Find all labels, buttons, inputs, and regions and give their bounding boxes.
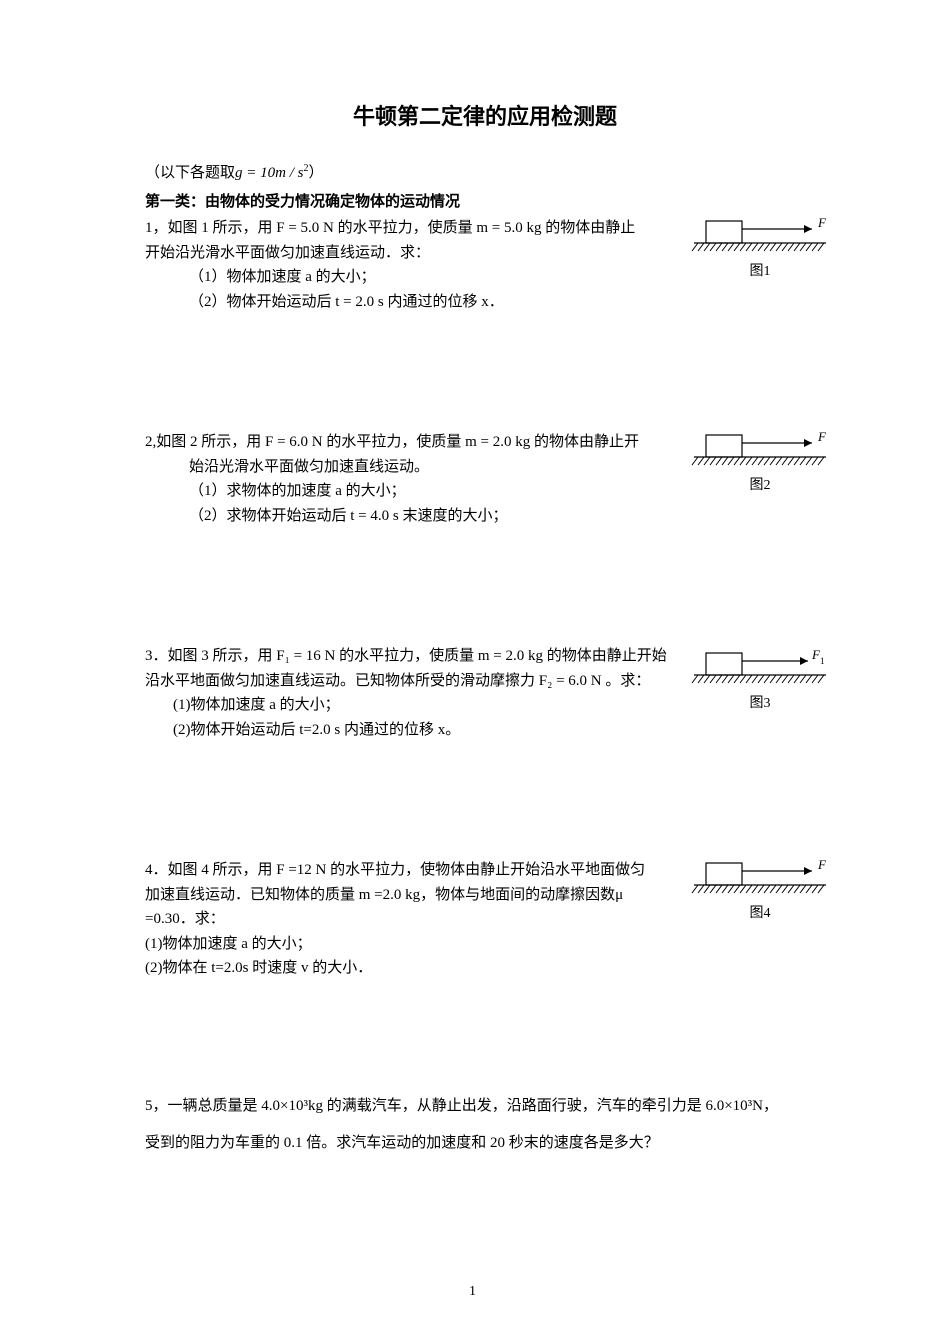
p4-line2: 加速直线运动．已知物体的质量 m =2.0 kg，物体与地面间的动摩擦因数μ xyxy=(145,884,685,907)
p4-line3: =0.30．求： xyxy=(145,908,685,931)
p3-sub2: (2)物体开始运动后 t=2.0 s 内通过的位移 x。 xyxy=(145,719,705,742)
p3-line1: 3．如图 3 所示，用 F₁ = 16 N 的水平拉力，使质量 m = 2.0 … xyxy=(145,645,705,668)
fig3-force-sub: 1 xyxy=(820,656,825,666)
note-line: （以下各题取g = 10m / s2） xyxy=(145,161,825,185)
p1-line2: 开始沿光滑水平面做匀加速直线运动．求： xyxy=(145,242,685,265)
problem-3: 3．如图 3 所示，用 F₁ = 16 N 的水平拉力，使质量 m = 2.0 … xyxy=(145,645,825,741)
note-g: g = 10m / s xyxy=(235,165,303,181)
fig1-caption: 图1 xyxy=(685,261,835,282)
fig2-force-label: F xyxy=(817,431,827,444)
figure-1: F 图1 xyxy=(685,217,835,282)
problem-2: 2,如图 2 所示，用 F = 6.0 N 的水平拉力，使质量 m = 2.0 … xyxy=(145,431,825,527)
p1-line1: 1，如图 1 所示，用 F = 5.0 N 的水平拉力，使质量 m = 5.0 … xyxy=(145,217,685,240)
section-heading-1: 第一类：由物体的受力情况确定物体的运动情况 xyxy=(145,191,825,214)
problem-4: 4．如图 4 所示，用 F =12 N 的水平拉力，使物体由静止开始沿水平地面做… xyxy=(145,859,825,980)
fig4-caption: 图4 xyxy=(685,903,835,924)
p5-line1: 5，一辆总质量是 4.0×10³kg 的满载汽车，从静止出发，沿路面行驶，汽车的… xyxy=(145,1095,825,1118)
note-suffix: ） xyxy=(308,165,323,181)
page-title: 牛顿第二定律的应用检测题 xyxy=(145,100,825,133)
p1-sub1: （1）物体加速度 a 的大小； xyxy=(145,266,685,289)
p2-sub1: （1）求物体的加速度 a 的大小； xyxy=(145,480,685,503)
p2-sub2: （2）求物体开始运动后 t = 4.0 s 末速度的大小； xyxy=(145,505,685,528)
p3-sub1: (1)物体加速度 a 的大小； xyxy=(145,694,705,717)
figure-2-svg: F xyxy=(690,431,830,473)
page-number: 1 xyxy=(0,1281,945,1302)
figure-2: F 图2 xyxy=(685,431,835,496)
problem-5: 5，一辆总质量是 4.0×10³kg 的满载汽车，从静止出发，沿路面行驶，汽车的… xyxy=(145,1095,825,1155)
fig2-caption: 图2 xyxy=(685,475,835,496)
p2-line1: 2,如图 2 所示，用 F = 6.0 N 的水平拉力，使质量 m = 2.0 … xyxy=(145,431,685,454)
p5-line2: 受到的阻力为车重的 0.1 倍。求汽车运动的加速度和 20 秒末的速度各是多大？ xyxy=(145,1132,825,1155)
fig3-caption: 图3 xyxy=(685,693,835,714)
figure-1-svg: F xyxy=(690,217,830,259)
p4-sub1: (1)物体加速度 a 的大小； xyxy=(145,933,685,956)
p2-line2: 始沿光滑水平面做匀加速直线运动。 xyxy=(145,456,685,479)
p4-sub2: (2)物体在 t=2.0s 时速度 v 的大小． xyxy=(145,957,685,980)
figure-3-svg: F 1 xyxy=(690,649,830,691)
p4-line1: 4．如图 4 所示，用 F =12 N 的水平拉力，使物体由静止开始沿水平地面做… xyxy=(145,859,685,882)
fig1-force-label: F xyxy=(817,217,827,230)
figure-4: F 图4 xyxy=(685,859,835,924)
p3-line2: 沿水平地面做匀加速直线运动。已知物体所受的滑动摩擦力 F₂ = 6.0 N 。求… xyxy=(145,670,705,693)
figure-4-svg: F xyxy=(690,859,830,901)
figure-3: F 1 图3 xyxy=(685,649,835,714)
p1-sub2: （2）物体开始运动后 t = 2.0 s 内通过的位移 x． xyxy=(145,291,685,314)
problem-1: 1，如图 1 所示，用 F = 5.0 N 的水平拉力，使质量 m = 5.0 … xyxy=(145,217,825,313)
fig4-force-label: F xyxy=(817,859,827,872)
note-prefix: （以下各题取 xyxy=(145,165,235,181)
